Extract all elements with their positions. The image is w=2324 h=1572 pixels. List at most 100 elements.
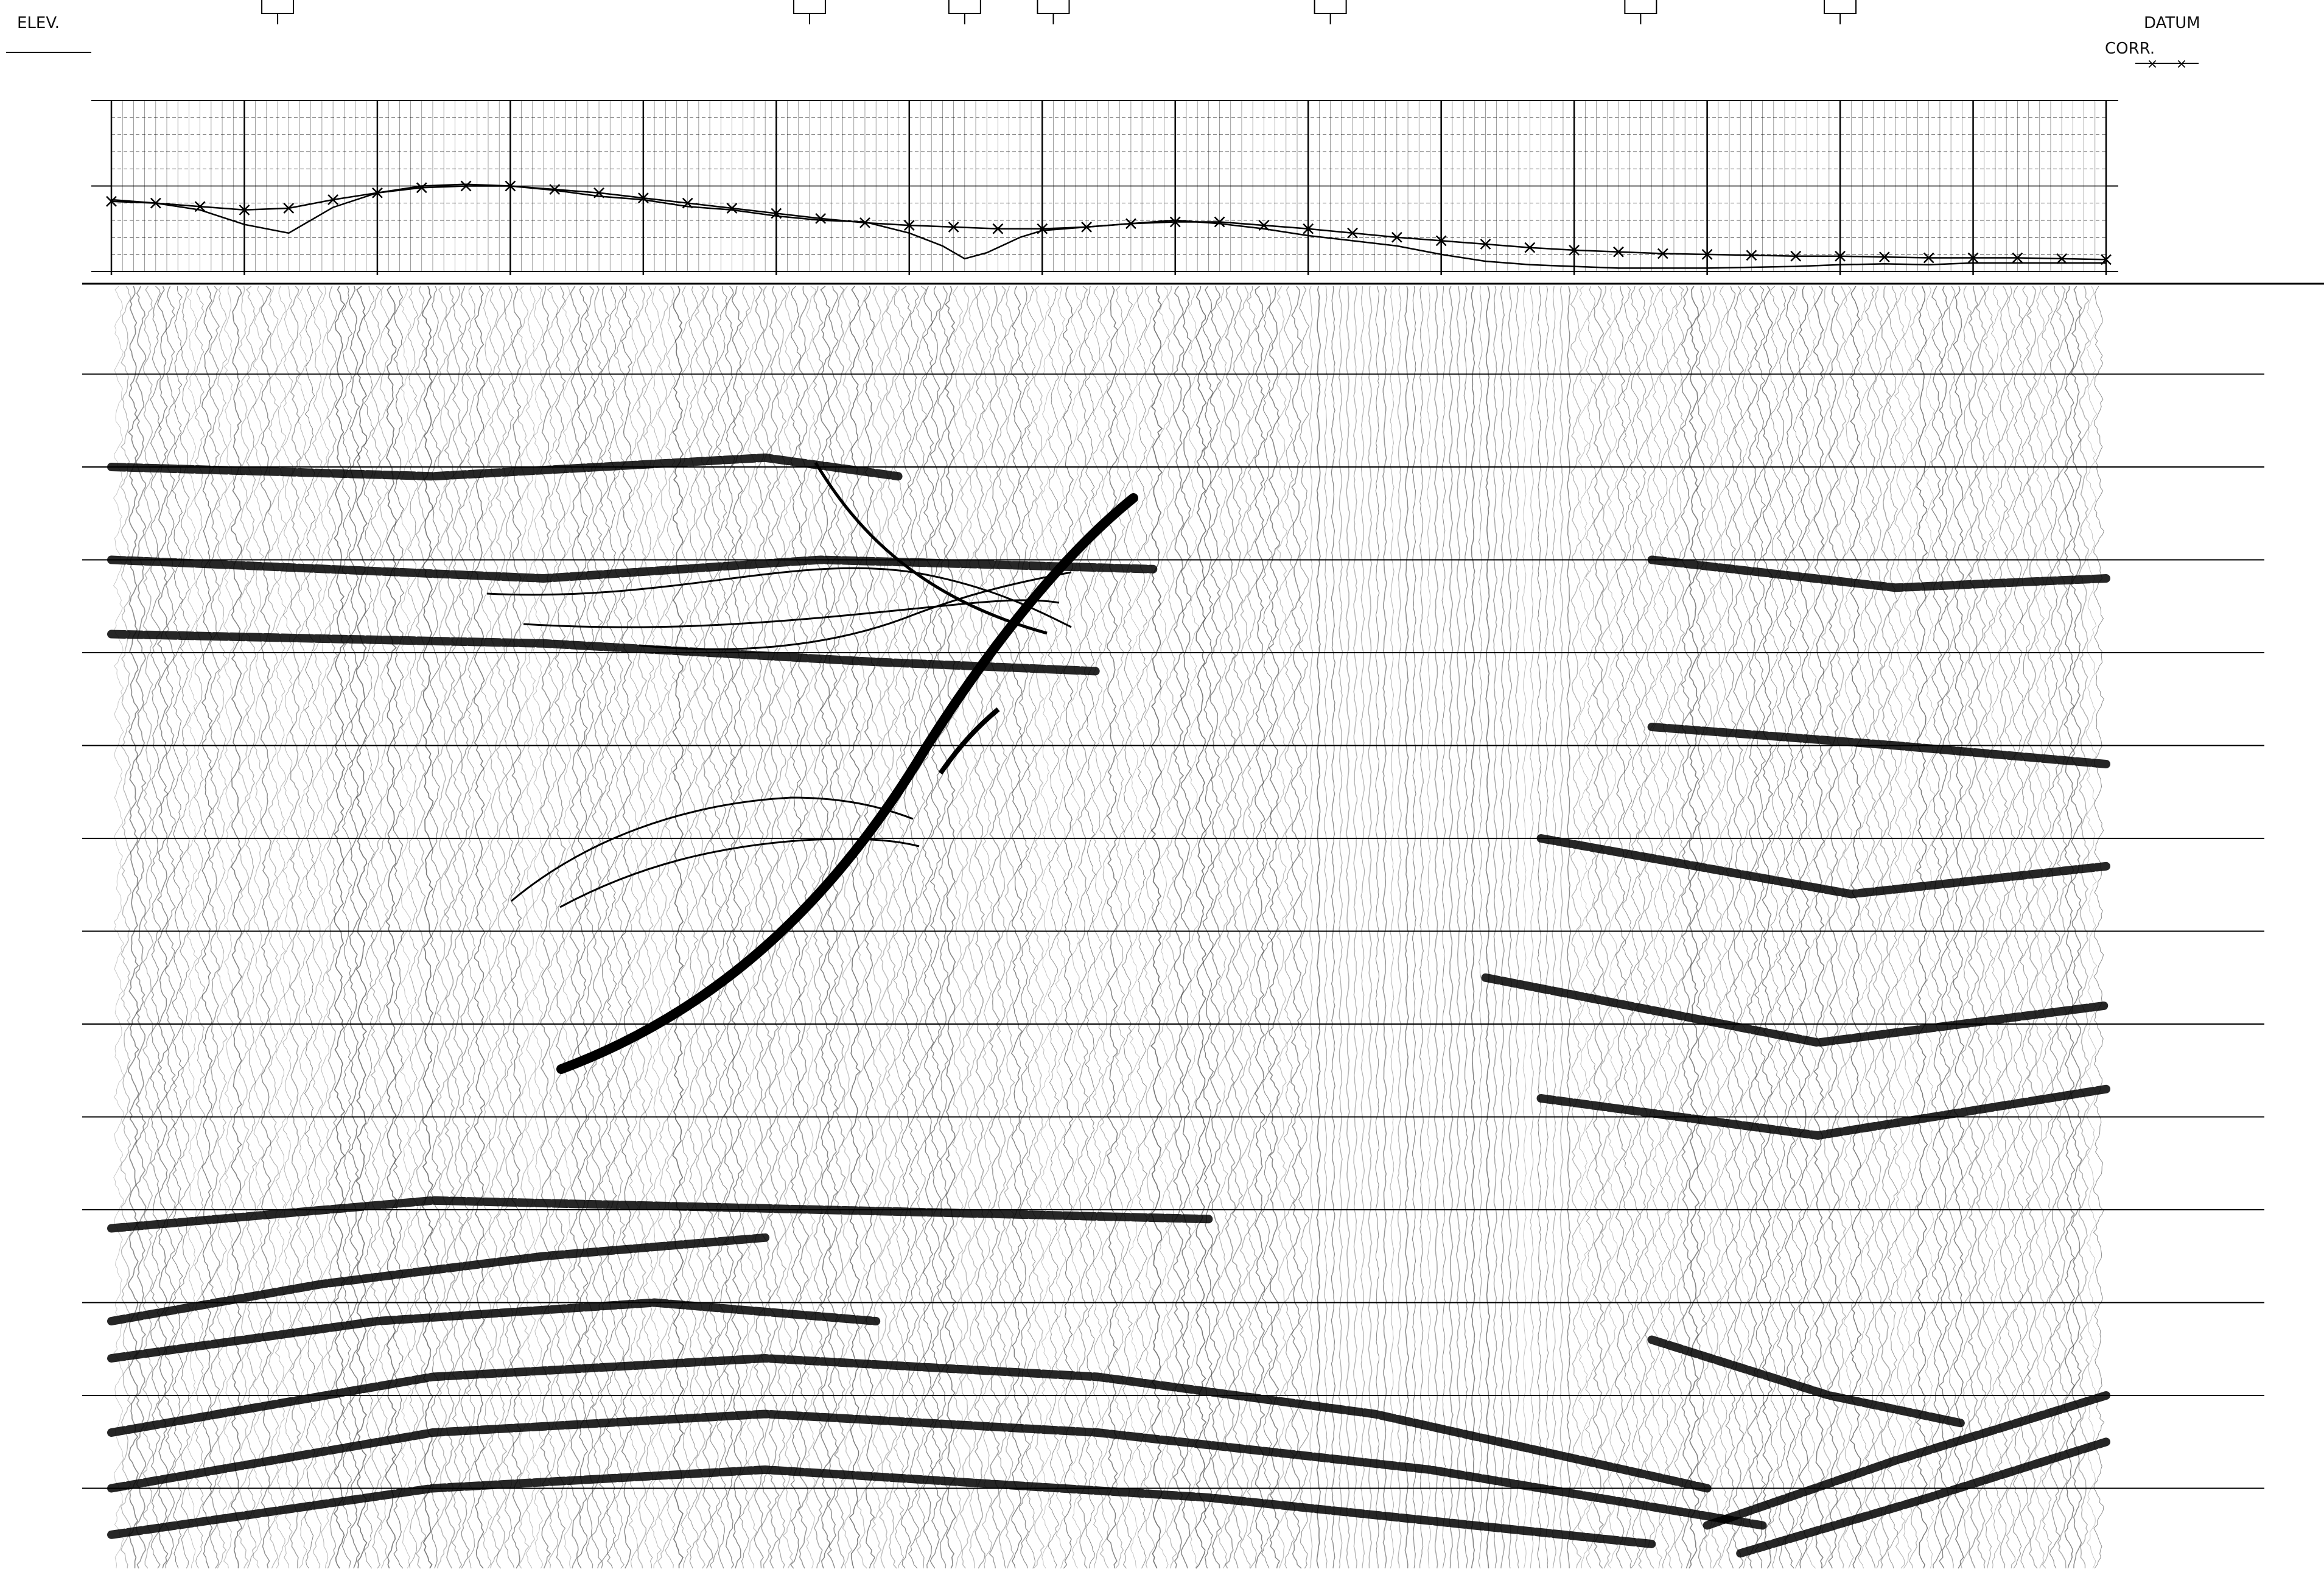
wiggle-trace [598,286,611,1569]
wiggle-trace [1953,286,1965,1569]
wiggle-trace [2049,286,2060,1569]
wiggle-trace [804,286,817,1569]
wiggle-trace [1688,286,1700,1569]
wiggle-trace [1703,286,1715,1569]
wiggle-trace [532,286,544,1569]
wiggle-trace [1055,286,1067,1569]
wiggle-trace [1514,286,1520,1569]
datum-correction-point [1746,250,1757,261]
wiggle-trace [1298,286,1310,1569]
wiggle-trace [996,286,1008,1569]
wiggle-trace [282,286,294,1569]
datum-legend-marker: × [2147,57,2158,72]
wiggle-trace [164,286,177,1569]
wiggle-trace [893,286,905,1569]
wiggle-trace [944,286,957,1569]
wiggle-trace [856,286,868,1569]
wiggle-trace [436,286,449,1569]
reflector-band [107,1196,1213,1233]
datum-correction-point [194,201,206,212]
wiggle-trace [937,286,949,1569]
datum-correction-point [948,222,959,233]
wiggle-trace [348,286,360,1569]
wiggle-trace [915,286,927,1569]
wiggle-trace [1643,286,1656,1569]
wiggle-trace [1938,286,1950,1569]
wiggle-trace [1433,286,1439,1569]
wiggle-trace [657,286,670,1569]
wiggle-trace [429,286,441,1569]
wiggle-trace [1651,286,1664,1569]
wiggle-trace [1485,286,1491,1569]
wiggle-trace [1879,286,1892,1569]
wiggle-trace [1390,286,1395,1569]
datum-correction-point [903,220,915,231]
wiggle-trace [709,286,721,1569]
reflector-band [107,1233,770,1325]
wiggle-trace [2078,286,2090,1568]
wiggle-trace [760,286,773,1569]
wiggle-trace [812,286,824,1569]
horizon-line [814,461,1048,635]
wiggle-trace [569,286,581,1569]
wiggle-trace [1629,286,1641,1569]
wiggle-trace [1975,286,1987,1569]
wiggle-trace [1188,286,1199,1569]
wiggle-trace [1077,286,1089,1569]
datum-correction-point [1613,246,1624,258]
wiggle-trace [687,286,699,1569]
wiggle-trace [230,286,242,1569]
wiggle-trace [1578,286,1589,1569]
wiggle-trace [591,286,603,1569]
wiggle-trace [1673,286,1685,1569]
wiggle-trace [1570,286,1582,1569]
fault-line-branch [938,707,1000,775]
wiggle-trace [606,286,618,1569]
wiggle-trace [1180,286,1192,1569]
wiggle-trace [1552,286,1556,1569]
wiggle-trace [201,286,213,1569]
wiggle-trace [679,286,691,1569]
datum-legend-marker: × [2176,57,2187,72]
wiggle-trace [1471,286,1475,1569]
reflector-band [107,1409,1767,1530]
wiggle-trace [1507,286,1513,1569]
wiggle-trace [665,286,677,1569]
wiggle-trace [2012,286,2024,1569]
wiggle-trace [753,286,765,1569]
wiggle-trace [1783,286,1796,1569]
wiggle-trace [393,286,405,1569]
wiggle-trace [886,286,898,1569]
wiggle-trace [1872,286,1883,1569]
wiggle-trace [1858,286,1869,1569]
wiggle-trace [1493,286,1498,1569]
datum-correction-point [726,203,738,214]
horizon-line [511,796,914,902]
wiggle-trace [1997,286,2009,1569]
wiggle-trace [1085,286,1096,1569]
wiggle-trace [1345,286,1351,1569]
wiggle-trace [1202,286,1214,1569]
wiggle-trace [466,286,478,1569]
elevation-label: ELEV. [17,14,60,32]
wiggle-trace [1426,286,1431,1569]
horizon-line [639,571,1072,650]
wiggle-trace [135,286,147,1569]
wiggle-trace [1360,286,1365,1569]
wiggle-trace [1843,286,1855,1569]
wiggle-trace [974,286,986,1569]
shotpoint-flag [1037,0,1070,14]
datum-correction-point [1923,252,1934,264]
wiggle-trace [1239,286,1251,1569]
horizon-line [559,838,920,908]
wiggle-trace [1158,286,1170,1569]
wiggle-trace [672,286,684,1569]
wiggle-trace [900,286,912,1569]
wiggle-trace [1209,286,1222,1569]
wiggle-trace [576,286,589,1569]
wiggle-trace [1835,286,1847,1569]
wiggle-trace [1283,286,1295,1569]
wiggle-trace [1967,286,1980,1569]
wiggle-trace [1367,286,1373,1569]
wiggle-trace [142,286,154,1569]
